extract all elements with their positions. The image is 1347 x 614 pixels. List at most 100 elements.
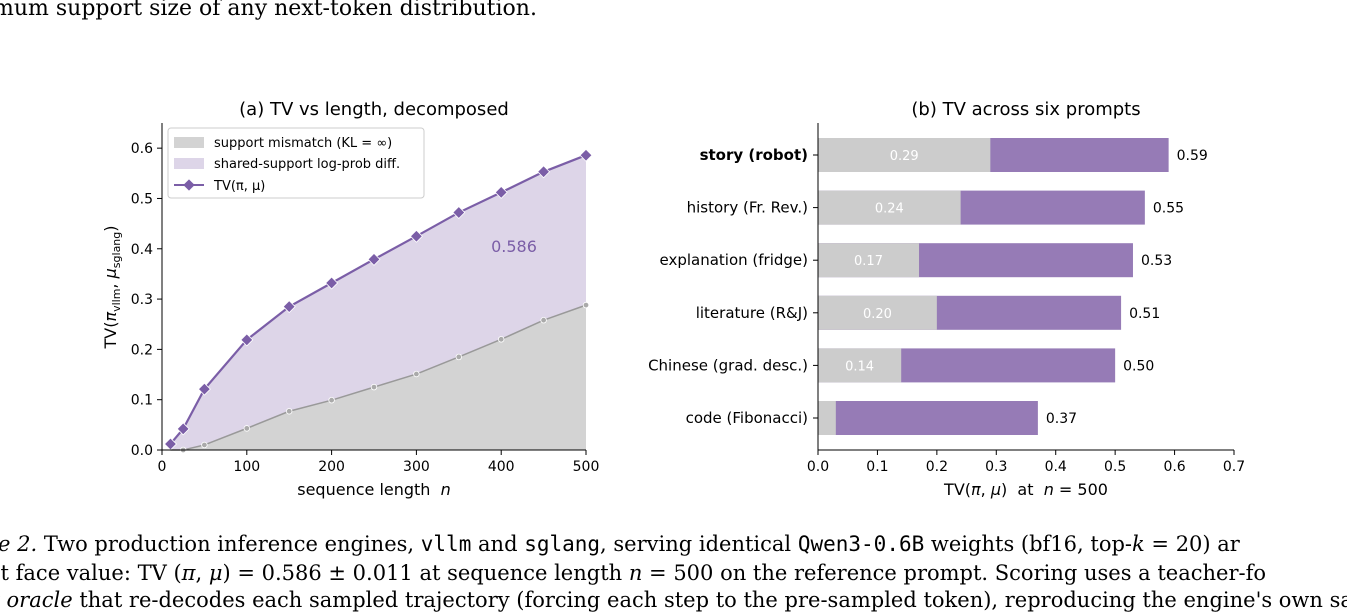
bar-support-segment: [818, 401, 836, 435]
bar-support-label: 0.29: [890, 149, 919, 164]
tv-point: [579, 148, 593, 162]
category-label: literature (R&J): [696, 304, 808, 322]
x-axis-label-b: TV(π, μ) at n = 500: [943, 480, 1108, 499]
x-label-math: n: [1044, 480, 1054, 499]
support-point: [201, 441, 208, 449]
chart-a-title: (a) TV vs length, decomposed: [239, 99, 509, 120]
bar-support-segment: [818, 190, 961, 225]
x-label-var: n: [441, 480, 451, 499]
y-label-close: ): [101, 225, 120, 231]
bar-total-label: 0.53: [1141, 253, 1172, 269]
support-point: [582, 301, 590, 309]
legend-a: support mismatch (KL = ∞) shared-support…: [167, 127, 425, 199]
x-tick-label-b: 0.7: [1223, 459, 1245, 475]
caption-text: ) = 0.586 ± 0.011 at sequence length: [222, 561, 629, 585]
panel-a: (a) TV vs length, decomposed 0 100 200 300 4…: [101, 99, 599, 499]
category-label: story (robot): [700, 146, 808, 164]
tv-series: [163, 148, 593, 451]
x-label-text: ,: [981, 480, 991, 499]
support-point: [498, 336, 505, 343]
x-tick-label-b: 0.1: [866, 459, 888, 475]
y-label-sub-sglang: sglang: [110, 232, 123, 268]
tv-point: [282, 300, 296, 314]
support-point: [286, 408, 293, 415]
tv-point: [176, 422, 190, 436]
legend-label-shared: shared-support log-prob diff.: [214, 157, 400, 172]
bars-b: 0.29 0.59 story (robot) 0.24 0.55 history (Fr…: [648, 138, 1208, 435]
y-tick-label-a: 0.3: [131, 292, 153, 308]
caption-math-pi: π: [181, 561, 196, 585]
support-point: [370, 383, 378, 391]
tv-point: [409, 229, 423, 243]
x-tick-label-b: 0.0: [807, 459, 829, 475]
tv-point: [494, 185, 508, 199]
y-label-pi: π: [101, 312, 120, 322]
bar-support-label: 0.14: [845, 359, 874, 374]
tv-point: [367, 252, 381, 266]
y-label-comma: ,: [101, 278, 120, 288]
caption-text: Two production inference engines,: [37, 532, 421, 556]
x-axis-label-a: sequence length n: [297, 480, 451, 499]
panel-b: (b) TV across six prompts 0.29 0.59 story …: [648, 99, 1245, 499]
legend-swatch-shared: [174, 158, 204, 169]
x-tick-label-a: 400: [488, 459, 515, 475]
bar-total-label: 0.50: [1123, 358, 1154, 374]
bar-support-label: 0.24: [875, 202, 904, 217]
caption-engine-sglang: sglang: [524, 532, 601, 556]
legend-label-support: support mismatch (KL = ∞): [214, 136, 392, 151]
support-point: [243, 425, 250, 432]
tv-point: [537, 165, 551, 179]
y-label-mu: μ: [101, 268, 120, 279]
x-tick-label-b: 0.3: [985, 459, 1007, 475]
x-ticks-b: 0.0 0.1 0.2 0.3 0.4 0.5 0.6 0.7: [807, 450, 1245, 475]
y-tick-label-a: 0.6: [131, 141, 153, 157]
legend-marker-tv: [183, 179, 195, 191]
caption-text: , serving identical: [600, 532, 798, 556]
y-tick-label-a: 0.1: [131, 393, 153, 409]
caption-figure-label: re 2.: [0, 532, 38, 556]
legend-label-tv: TV(π, μ): [213, 179, 265, 194]
caption-text: that re-decodes each sampled trajectory …: [72, 588, 1347, 612]
y-ticks-a: 0.0 0.1 0.2 0.3 0.4 0.5 0.6: [131, 141, 162, 459]
y-tick-label-a: 0.4: [131, 242, 153, 258]
support-mismatch-line: [170, 304, 587, 451]
caption-text: ,: [195, 561, 209, 585]
x-tick-label-b: 0.5: [1104, 459, 1126, 475]
bar-support-segment: [818, 295, 937, 330]
bar-support-label: 0.17: [854, 254, 883, 269]
x-label-text: sequence length: [297, 480, 440, 499]
bar-total-label: 0.55: [1153, 201, 1184, 217]
bar-total-label: 0.37: [1046, 411, 1077, 427]
bar-support-segment: [818, 243, 920, 278]
x-tick-label-b: 0.2: [926, 459, 948, 475]
caption-text: at face value: TV (: [0, 561, 182, 585]
tv-point: [197, 382, 211, 396]
chart-b-title: (b) TV across six prompts: [911, 99, 1140, 120]
caption-math-k: k: [1132, 532, 1145, 556]
legend-swatch-support: [174, 137, 204, 148]
caption-text: = 500 on the reference prompt. Scoring u…: [642, 561, 1266, 585]
tv-point: [325, 276, 339, 290]
bar-support-segment: [818, 138, 991, 172]
category-label: explanation (fridge): [659, 251, 808, 269]
legend-box-a: [167, 127, 425, 199]
x-label-math: π: [971, 480, 981, 499]
y-axis-label-a: TV(πvllm, μsglang): [101, 225, 123, 349]
tv-point: [452, 206, 466, 220]
caption-oracle-term: y oracle: [0, 588, 73, 612]
figure-canvas: (a) TV vs length, decomposed 0 100 200 300 4…: [101, 99, 1245, 499]
intro-text: mum support size of any next-token distr…: [0, 0, 537, 21]
support-point: [328, 396, 335, 404]
support-point: [540, 317, 547, 324]
x-label-text: = 500: [1054, 480, 1108, 499]
y-label-sub-vllm: vllm: [110, 289, 123, 312]
x-tick-label-a: 0: [158, 459, 167, 475]
x-tick-label-a: 200: [318, 459, 345, 475]
caption-text: weights (bf16, top-: [924, 532, 1133, 556]
x-label-text: TV(: [943, 480, 971, 499]
y-tick-label-a: 0.2: [131, 342, 153, 358]
x-tick-label-b: 0.4: [1045, 459, 1067, 475]
tv-annotation: 0.586: [491, 237, 537, 256]
tv-line: [169, 154, 587, 445]
bar-total-label: 0.59: [1177, 148, 1208, 164]
